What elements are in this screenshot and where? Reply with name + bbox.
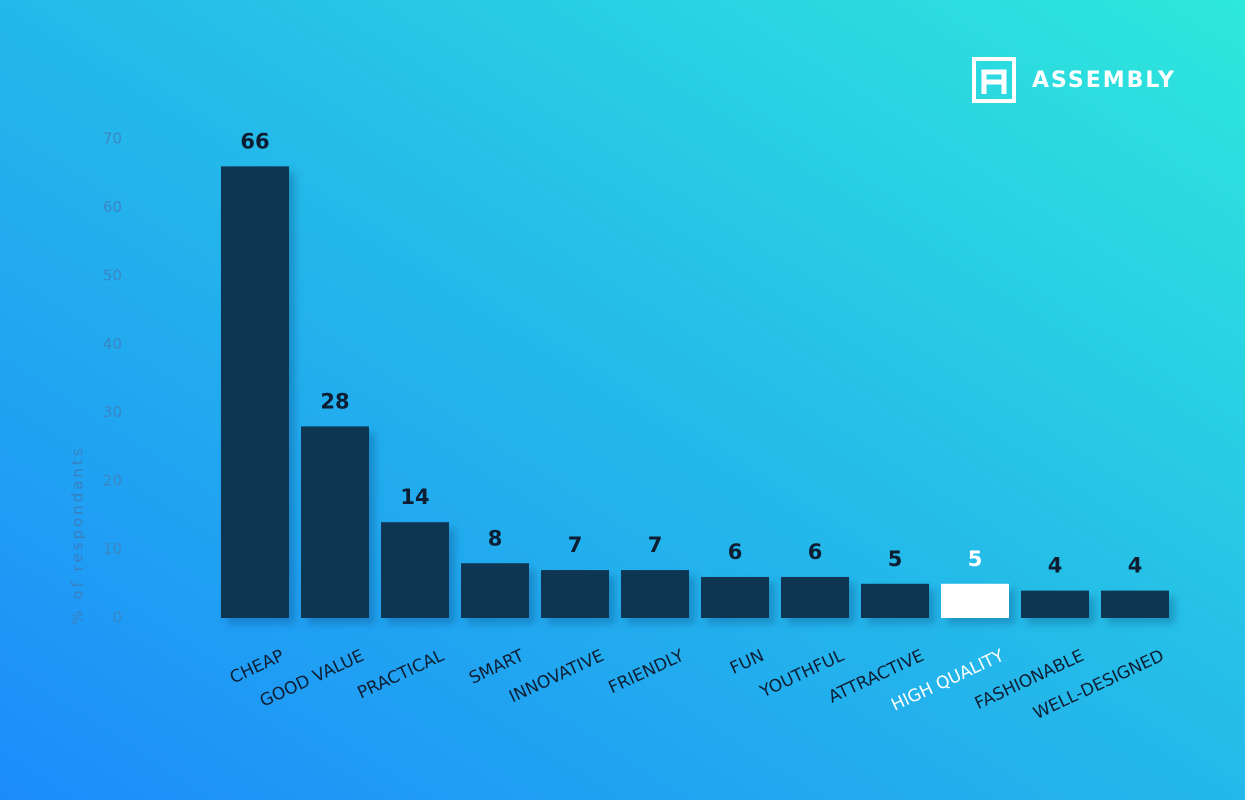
- bar: [461, 563, 529, 618]
- value-label: 28: [320, 389, 349, 413]
- y-tick-label: 60: [103, 198, 122, 216]
- bar: [381, 522, 449, 618]
- value-label: 14: [400, 485, 429, 509]
- logo: ASSEMBLY: [972, 57, 1176, 103]
- y-tick-label: 20: [103, 472, 122, 490]
- bar: [781, 576, 849, 618]
- bar: [941, 583, 1009, 618]
- bar: [301, 426, 369, 618]
- y-tick-label: 40: [103, 335, 122, 353]
- bar: [1101, 590, 1169, 618]
- value-label: 4: [1128, 554, 1143, 578]
- value-label: 4: [1048, 554, 1063, 578]
- y-axis-title: % of respondants: [69, 445, 87, 624]
- value-label: 8: [488, 526, 503, 550]
- value-label: 7: [648, 533, 663, 557]
- bar: [221, 166, 289, 618]
- bar: [541, 570, 609, 618]
- y-tick-label: 30: [103, 403, 122, 421]
- value-label: 5: [888, 547, 903, 571]
- bar: [861, 583, 929, 618]
- value-label: 66: [240, 129, 269, 153]
- value-label: 7: [568, 533, 583, 557]
- bar: [1021, 590, 1089, 618]
- brand: ASSEMBLY: [1032, 68, 1176, 93]
- bar: [621, 570, 689, 618]
- y-tick-label: 10: [103, 540, 122, 558]
- value-label: 5: [968, 547, 983, 571]
- y-tick-label: 70: [103, 130, 122, 148]
- logo-icon: [972, 57, 1016, 103]
- y-tick-label: 0: [112, 609, 122, 627]
- value-label: 6: [728, 540, 743, 564]
- logo-glyph: [981, 69, 1007, 94]
- bar: [701, 576, 769, 618]
- y-tick-label: 50: [103, 266, 122, 284]
- value-label: 6: [808, 540, 823, 564]
